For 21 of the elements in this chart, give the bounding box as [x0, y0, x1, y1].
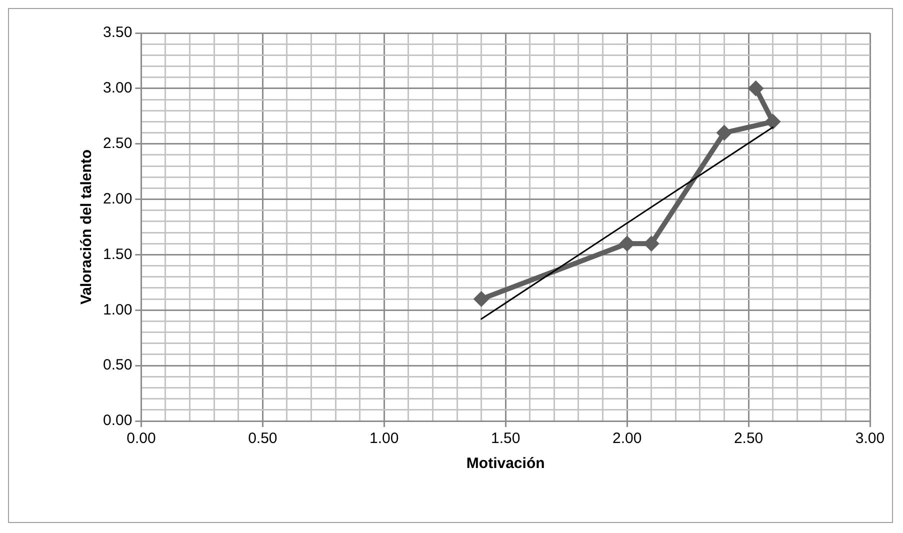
x-tick-label: 2.00	[612, 430, 642, 448]
y-tick-label: 0.00	[102, 412, 132, 430]
x-tick-label: 1.50	[490, 430, 520, 448]
point	[473, 291, 490, 308]
y-tick-label: 1.50	[102, 246, 132, 263]
y-tick-label: 3.00	[102, 80, 132, 97]
point	[716, 124, 732, 141]
y-tick-label: 2.00	[102, 190, 132, 208]
y-tick-label: 3.50	[102, 24, 132, 42]
y-tick-label: 0.50	[102, 356, 132, 374]
point	[764, 114, 781, 130]
y-axis-title: Valoración del talento	[78, 149, 96, 305]
x-tick-label: 0.50	[248, 430, 278, 448]
x-tick-label: 1.00	[370, 430, 399, 448]
x-axis-title: Motivación	[466, 455, 545, 472]
y-tick-label: 2.50	[102, 135, 132, 152]
y-tick-label: 1.00	[102, 301, 132, 318]
x-tick-label: 0.00	[126, 430, 156, 448]
x-tick-label: 2.50	[734, 430, 764, 448]
x-tick-label: 3.00	[855, 430, 885, 448]
point	[748, 80, 764, 96]
